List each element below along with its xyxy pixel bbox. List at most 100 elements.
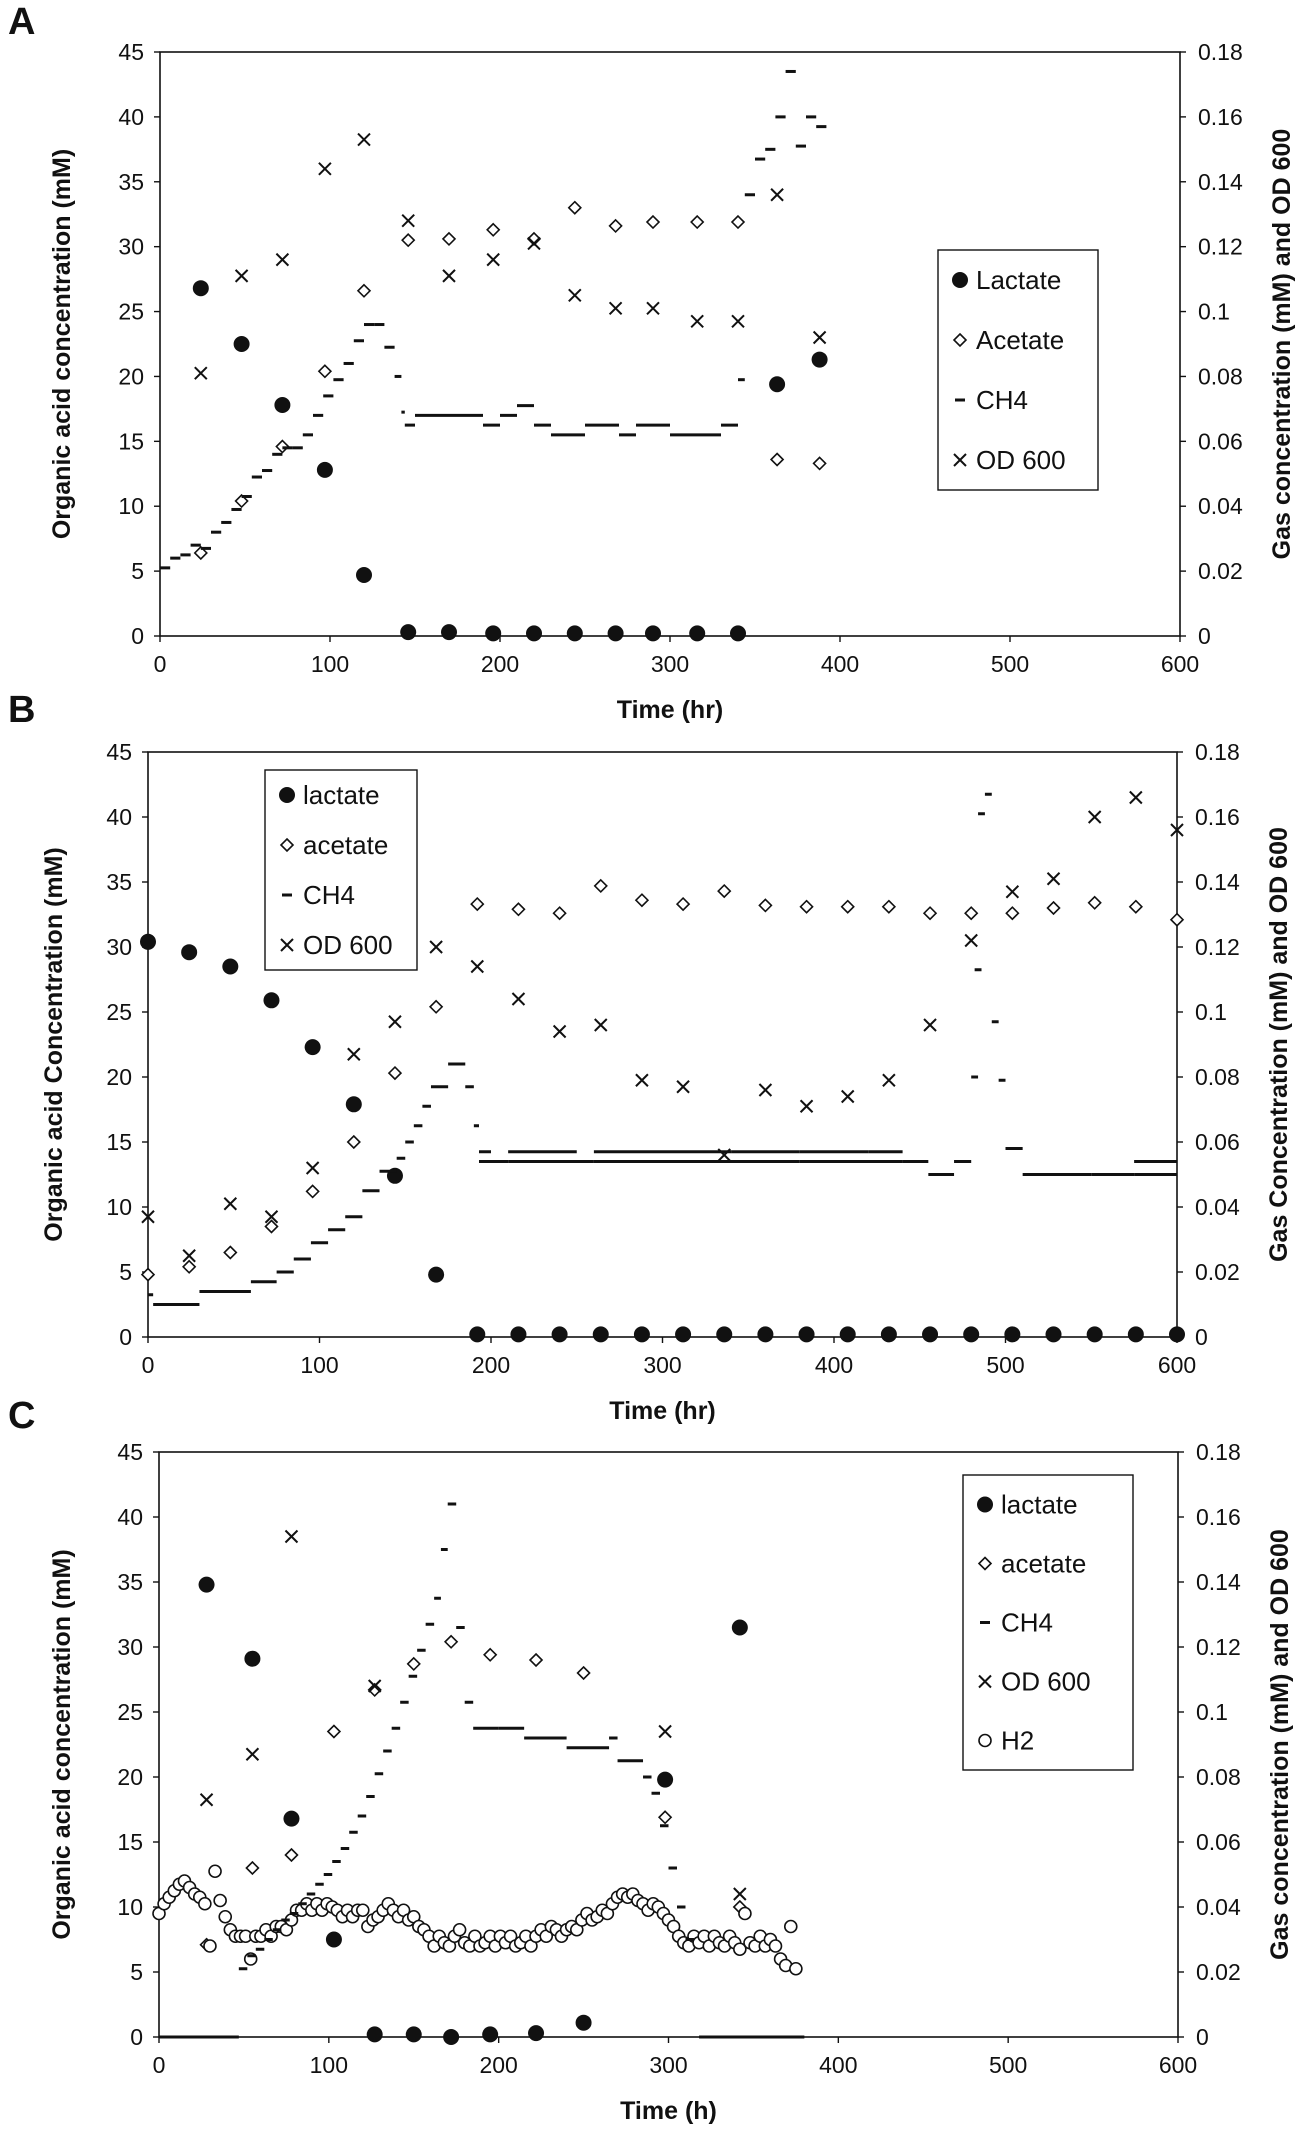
y-tick-label: 35 (106, 869, 132, 895)
data-point (470, 959, 484, 974)
data-point (646, 301, 660, 316)
data-point (812, 456, 827, 471)
data-point (326, 1724, 342, 1739)
y-tick-label: 0 (130, 2024, 143, 2050)
data-point (141, 1210, 155, 1224)
data-point (193, 545, 208, 561)
y-tick-label: 35 (117, 1569, 143, 1595)
y-tick-label: 15 (117, 1829, 143, 1855)
data-point (1087, 810, 1102, 824)
y2-tick-label: 0.08 (1196, 1764, 1241, 1790)
data-point (592, 1326, 609, 1343)
series-h2 (152, 1864, 803, 1976)
x-tick-label: 0 (153, 2052, 166, 2078)
data-point (799, 899, 814, 914)
data-point (552, 1024, 567, 1039)
legend-item: acetate (977, 1549, 1086, 1579)
y-tick-label: 25 (106, 999, 132, 1025)
y-tick-label: 40 (117, 1504, 143, 1530)
x-tick-label: 100 (311, 651, 349, 677)
data-point (511, 902, 526, 917)
legend-symbol (953, 453, 967, 467)
y2-tick-label: 0.02 (1195, 1259, 1240, 1285)
data-point (356, 283, 372, 298)
y-tick-label: 10 (118, 493, 144, 519)
data-point (400, 624, 417, 641)
legend-label: CH4 (1001, 1608, 1053, 1638)
data-point (528, 2025, 545, 2042)
y-tick-label: 25 (118, 299, 144, 325)
data-point (305, 1184, 320, 1199)
data-point (284, 1529, 299, 1544)
x-tick-label: 500 (989, 2052, 1027, 2078)
legend-symbol (952, 272, 968, 288)
data-point (213, 1893, 227, 1908)
legend-label: acetate (303, 830, 388, 860)
series-acetate (199, 1634, 747, 1952)
data-point (356, 567, 372, 584)
data-point (406, 1656, 421, 1672)
data-point (192, 280, 209, 297)
data-point (690, 314, 704, 328)
y2-tick-label: 0 (1195, 1324, 1208, 1350)
data-point (811, 351, 828, 368)
y2-tick-label: 0.16 (1198, 104, 1243, 130)
data-point (769, 452, 785, 467)
data-point (486, 222, 501, 237)
x-tick-label: 100 (310, 2052, 348, 2078)
data-point (576, 1665, 591, 1681)
data-point (770, 188, 784, 202)
y2-axis-title: Gas Concentration (mM) and OD 600 (1265, 827, 1293, 1262)
y-tick-label: 20 (118, 363, 144, 389)
data-point (208, 1864, 222, 1879)
legend-symbol (279, 787, 295, 803)
y-tick-label: 0 (131, 623, 144, 649)
y2-tick-label: 0.06 (1198, 428, 1243, 454)
data-point (645, 214, 661, 230)
y2-tick-label: 0.04 (1198, 493, 1243, 519)
data-point (552, 906, 567, 921)
data-point (1169, 1326, 1185, 1343)
data-point (799, 1099, 814, 1113)
data-point (789, 1961, 803, 1976)
data-point (658, 1724, 672, 1739)
data-point (198, 1576, 215, 1593)
data-point (218, 1909, 233, 1924)
y2-tick-label: 0.02 (1198, 558, 1243, 584)
x-tick-label: 500 (986, 1352, 1024, 1378)
data-point (367, 1679, 382, 1693)
data-point (367, 1682, 382, 1698)
data-point (758, 1083, 773, 1097)
panel-label: A (8, 1, 35, 43)
data-point (429, 940, 443, 954)
legend-item: H2 (978, 1726, 1034, 1756)
data-point (1129, 790, 1143, 805)
legend-label: OD 600 (303, 930, 393, 960)
data-point (607, 625, 624, 642)
data-point (452, 1922, 467, 1937)
legend-item: Acetate (952, 325, 1064, 355)
legend-symbol (978, 1674, 992, 1689)
legend-label: OD 600 (976, 445, 1066, 475)
data-point (181, 944, 198, 961)
data-point (880, 1326, 897, 1343)
y-tick-label: 25 (117, 1699, 143, 1725)
data-point (841, 1089, 855, 1104)
y2-tick-label: 0.08 (1195, 1064, 1240, 1090)
x-tick-label: 200 (472, 1352, 510, 1378)
data-point (443, 1634, 459, 1649)
data-point (198, 1896, 212, 1911)
data-point (182, 1259, 197, 1274)
legend-item: Lactate (952, 265, 1061, 295)
data-point (1087, 895, 1102, 910)
x-tick-label: 300 (651, 651, 689, 677)
series-acetate (193, 200, 827, 561)
x-tick-label: 600 (1161, 651, 1199, 677)
legend-item: lactate (977, 1490, 1078, 1520)
data-point (1005, 906, 1020, 921)
x-tick-label: 400 (815, 1352, 853, 1378)
x-tick-label: 400 (821, 651, 859, 677)
x-tick-label: 200 (481, 651, 519, 677)
legend-symbol (977, 1556, 993, 1571)
legend: Lactate Acetate CH4 OD 600 (937, 249, 1099, 491)
